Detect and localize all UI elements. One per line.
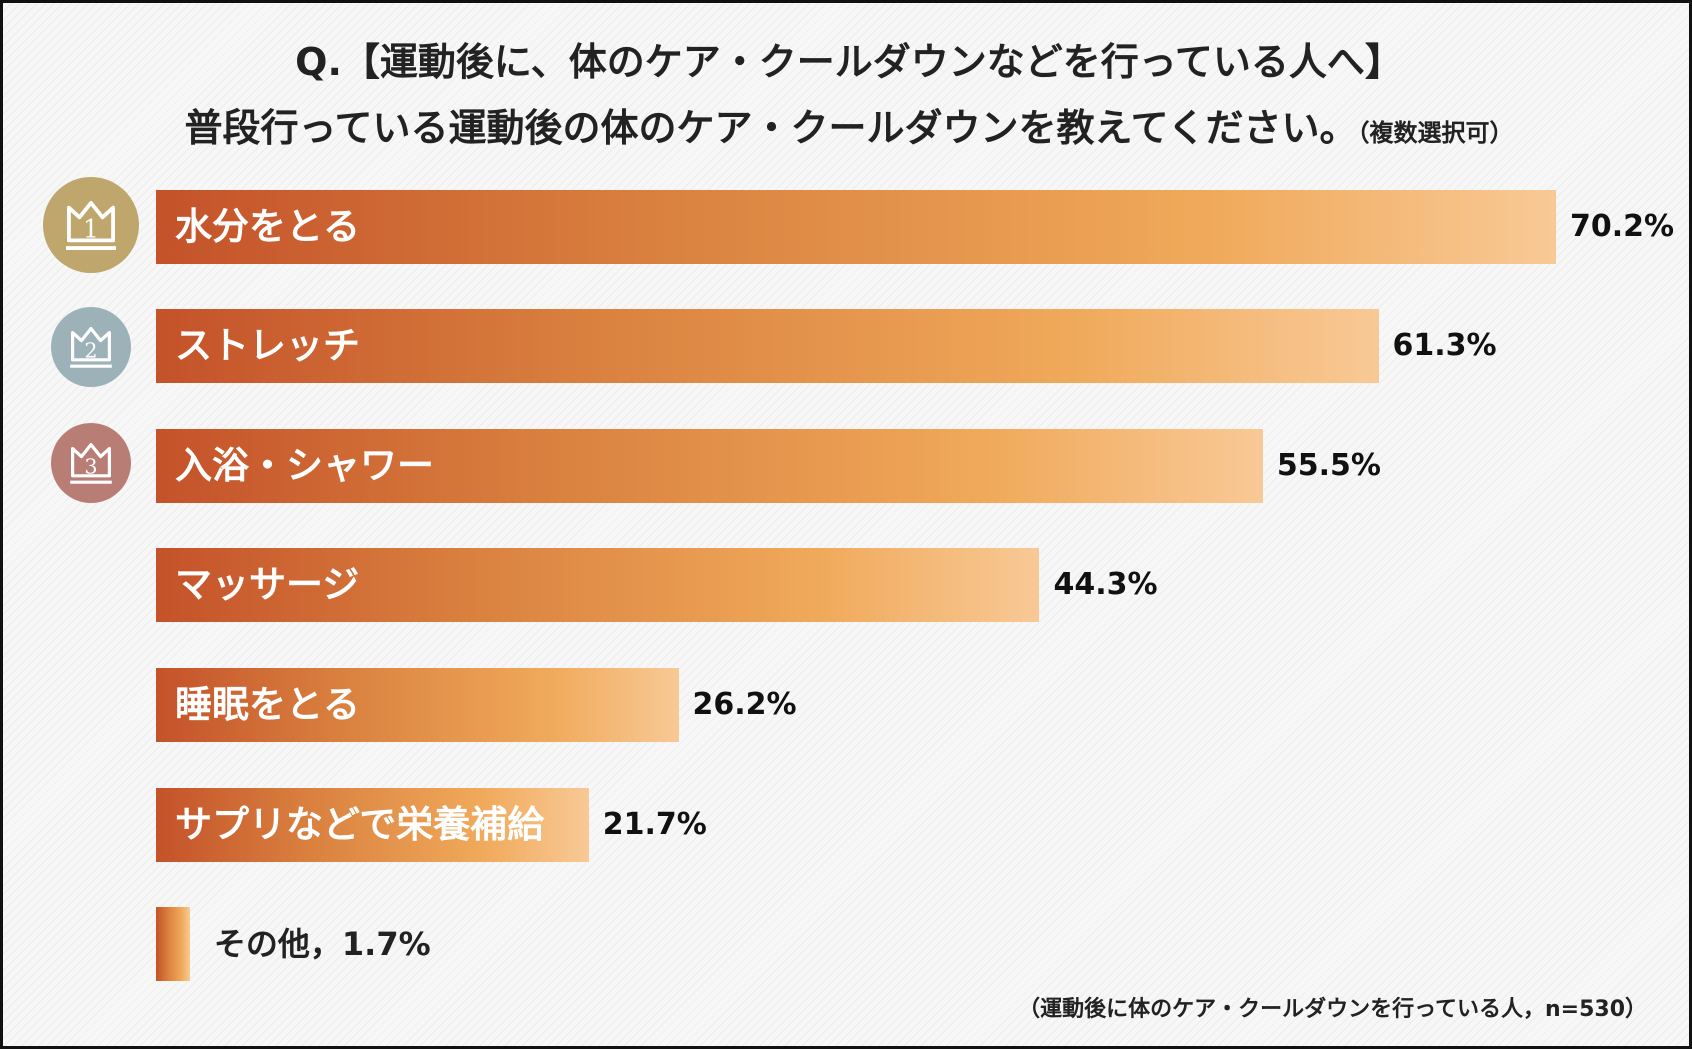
bar-2 (156, 309, 1379, 383)
svg-text:1: 1 (83, 214, 99, 243)
crown-icon: 3 (70, 443, 112, 484)
category-label: 入浴・シャワー (175, 444, 434, 487)
category-label: 水分をとる (175, 205, 360, 248)
value-label: 21.7% (602, 807, 707, 842)
bar-1 (156, 190, 1556, 264)
crown-icon: 1 (66, 201, 116, 250)
bar-7 (156, 907, 190, 981)
bar-3 (156, 429, 1263, 503)
value-label: 61.3% (1392, 328, 1497, 363)
crown-icon: 2 (70, 327, 112, 368)
chart-title-line-2: 普段行っている運動後の体のケア・クールダウンを教えてください。（複数選択可） (3, 97, 1692, 152)
chart-title-main: 普段行っている運動後の体のケア・クールダウンを教えてください。 (184, 106, 1358, 150)
category-label: マッサージ (175, 563, 360, 606)
rank-1-badge: 1 (43, 177, 139, 273)
rank-3-badge: 3 (51, 423, 131, 503)
bar-6 (156, 788, 589, 862)
chart-title-note: （複数選択可） (1357, 119, 1514, 147)
svg-text:2: 2 (84, 338, 97, 362)
value-label: その他，1.7% (213, 925, 431, 963)
value-label: 26.2% (692, 687, 797, 722)
category-label: ストレッチ (175, 324, 360, 367)
value-label: 70.2% (1570, 209, 1675, 244)
rank-2-badge: 2 (51, 307, 131, 387)
value-label: 44.3% (1053, 567, 1158, 602)
chart-title-line-1: Q.【運動後に、体のケア・クールダウンなどを行っている人へ】 (295, 40, 1403, 84)
category-label: サプリなどで栄養補給 (175, 803, 545, 846)
bar-4 (156, 548, 1040, 622)
bar-5 (156, 668, 679, 742)
svg-text:3: 3 (84, 454, 97, 478)
value-label: 55.5% (1276, 448, 1381, 483)
footnote: （運動後に体のケア・クールダウンを行っている人，n=530） (1018, 997, 1647, 1022)
category-label: 睡眠をとる (175, 683, 360, 726)
